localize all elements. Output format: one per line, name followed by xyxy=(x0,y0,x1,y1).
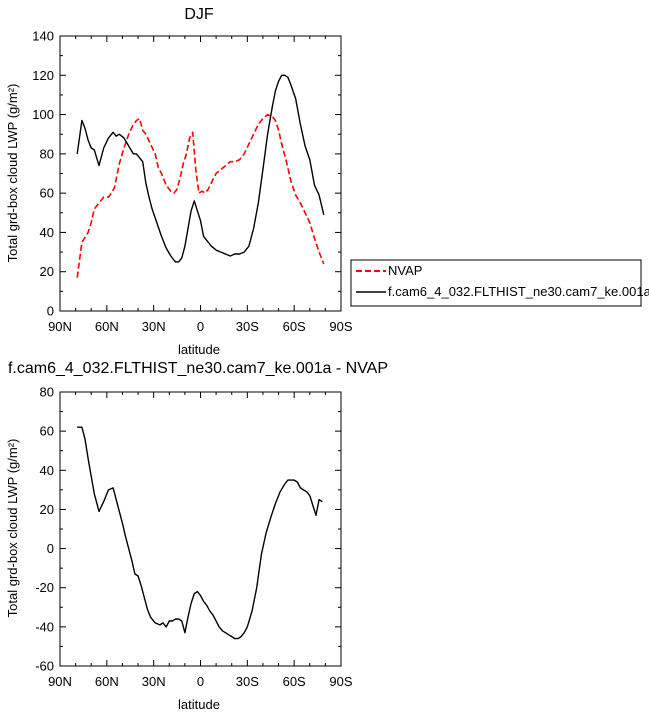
legend-label-model: f.cam6_4_032.FLTHIST_ne30.cam7_ke.001a xyxy=(388,284,649,299)
series-line-nvap xyxy=(76,113,325,278)
x-tick-label: 90S xyxy=(329,319,352,334)
chart-1-x-axis-title: latitude xyxy=(178,342,220,357)
x-tick-label: 90S xyxy=(329,674,352,689)
y-tick-label: 0 xyxy=(47,541,54,556)
x-tick-label: 60N xyxy=(95,674,119,689)
legend-label-nvap: NVAP xyxy=(388,263,422,278)
x-tick-label: 90N xyxy=(48,319,72,334)
y-tick-label: 60 xyxy=(40,186,54,201)
series-line-difference xyxy=(77,426,323,640)
chart-2-y-axis-title: Total grd-box cloud LWP (g/m²) xyxy=(5,439,20,618)
x-tick-label: 30N xyxy=(142,319,166,334)
x-tick-label: 60N xyxy=(95,319,119,334)
chart-1-y-axis-title: Total grd-box cloud LWP (g/m²) xyxy=(5,84,20,263)
x-tick-label: 0 xyxy=(197,674,204,689)
y-tick-label: 120 xyxy=(32,68,54,83)
y-tick-label: 40 xyxy=(40,225,54,240)
chart-1-legend: NVAP f.cam6_4_032.FLTHIST_ne30.cam7_ke.0… xyxy=(350,259,649,307)
chart-1-plot-area: 90N 60N 30N 0 30S 60S 90S 0 20 40 60 80 100 120 140 xyxy=(32,29,353,335)
x-tick-label: 30N xyxy=(142,674,166,689)
series-line-f-cam6-4-032-flthist-ne30-cam7-ke-001a xyxy=(76,74,325,263)
y-tick-label: 0 xyxy=(47,304,54,319)
y-tick-label: 140 xyxy=(32,29,54,44)
chart-panel-1: DJF 90N 60N 30N 0 30S 60S 90S 0 20 40 60 80 100 120 14… xyxy=(5,6,353,357)
plot-frame xyxy=(59,391,342,667)
chart-panel-2: f.cam6_4_032.FLTHIST_ne30.cam7_ke.001a -… xyxy=(5,360,388,712)
y-tick-label: -20 xyxy=(35,580,54,595)
plot-frame xyxy=(59,35,342,312)
y-tick-label: -60 xyxy=(35,659,54,674)
legend-box xyxy=(350,259,642,307)
y-tick-label: 20 xyxy=(40,502,54,517)
y-tick-label: 60 xyxy=(40,424,54,439)
y-tick-label: 100 xyxy=(32,107,54,122)
y-tick-label: -40 xyxy=(35,619,54,634)
chart-2-x-axis-title: latitude xyxy=(178,697,220,712)
x-tick-label: 30S xyxy=(236,319,259,334)
y-tick-label: 80 xyxy=(40,385,54,400)
y-tick-label: 40 xyxy=(40,463,54,478)
x-tick-label: 60S xyxy=(283,674,306,689)
x-tick-label: 60S xyxy=(283,319,306,334)
x-tick-label: 0 xyxy=(197,319,204,334)
x-tick-label: 90N xyxy=(48,674,72,689)
chart-1-title: DJF xyxy=(184,6,214,23)
chart-2-plot-area: 90N 60N 30N 0 30S 60S 90S -60 -40 -20 0 20 40 60 80 xyxy=(35,385,353,690)
chart-2-title: f.cam6_4_032.FLTHIST_ne30.cam7_ke.001a -… xyxy=(8,360,388,377)
y-tick-label: 80 xyxy=(40,146,54,161)
y-tick-label: 20 xyxy=(40,264,54,279)
x-tick-label: 30S xyxy=(236,674,259,689)
